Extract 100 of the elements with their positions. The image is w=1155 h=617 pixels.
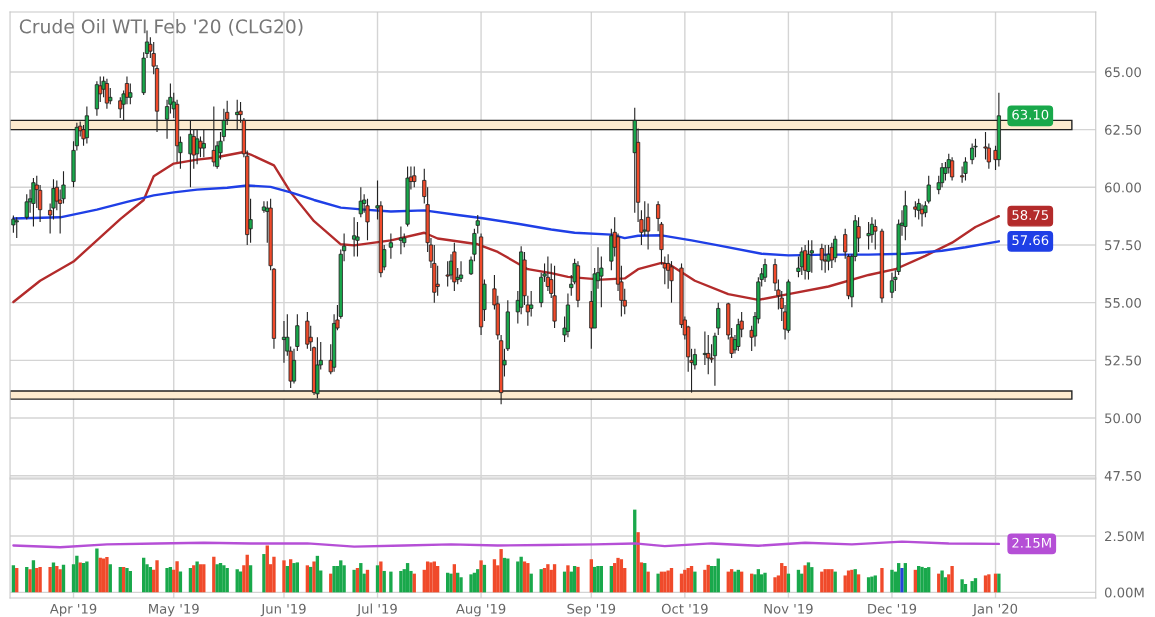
x-tick-label: Sep '19 <box>567 603 616 617</box>
y-tick-label: 65.00 <box>1105 67 1141 78</box>
x-tick-label: Jan '20 <box>972 603 1018 617</box>
candlestick <box>889 272 895 299</box>
candlestick <box>388 232 393 260</box>
candlestick <box>358 186 363 218</box>
bar <box>576 566 580 593</box>
bar <box>195 561 199 593</box>
candlestick <box>856 216 861 253</box>
bar <box>970 581 974 593</box>
candlestick <box>970 142 975 165</box>
candlestick <box>365 198 370 241</box>
candlestick <box>819 243 824 271</box>
y-tick-label: 2.50M <box>1105 531 1144 542</box>
bar <box>459 577 463 593</box>
bar <box>282 560 286 593</box>
bar <box>656 573 660 593</box>
candlestick <box>762 258 768 283</box>
bar <box>312 561 316 593</box>
bar <box>248 565 253 593</box>
bar <box>425 561 430 593</box>
x-tick-label: Apr '19 <box>49 603 97 617</box>
x-tick-label: Jul '19 <box>356 603 397 617</box>
candlestick <box>826 244 831 271</box>
bar <box>165 568 169 593</box>
bar <box>960 579 964 593</box>
bar <box>636 532 640 593</box>
bar <box>950 565 954 593</box>
bar <box>566 565 570 593</box>
candlestick <box>128 82 133 105</box>
bar <box>192 565 196 593</box>
bar <box>429 562 433 593</box>
bar <box>880 568 884 593</box>
bar <box>522 561 527 593</box>
y-tick-label: 52.50 <box>1105 355 1141 366</box>
bar <box>292 563 296 593</box>
bar <box>272 556 276 593</box>
annotation: 63.10 <box>1012 109 1049 120</box>
bar <box>773 577 777 593</box>
bar <box>95 548 99 593</box>
candlestick <box>950 156 955 181</box>
bar <box>469 574 473 593</box>
candlestick <box>903 190 908 241</box>
bar <box>175 561 179 593</box>
bar <box>846 570 851 593</box>
bar <box>295 562 300 593</box>
bar <box>75 555 79 593</box>
bar <box>262 554 266 593</box>
bar <box>997 573 1001 593</box>
bar <box>379 561 383 593</box>
bar <box>332 565 336 593</box>
bar <box>526 563 530 593</box>
bar <box>479 560 483 593</box>
candlestick <box>352 216 357 258</box>
bar <box>375 565 380 593</box>
bar <box>803 565 807 593</box>
bar <box>806 562 811 593</box>
bar <box>155 560 159 593</box>
bar <box>432 561 436 593</box>
bar <box>900 568 904 593</box>
candlestick <box>412 165 417 188</box>
bar <box>870 576 874 593</box>
bar <box>703 569 707 593</box>
bar <box>499 549 503 593</box>
candlestick <box>355 221 360 258</box>
bar <box>85 561 89 593</box>
candlestick <box>963 156 968 181</box>
candlestick <box>806 239 811 281</box>
candlestick <box>305 311 310 350</box>
candlestick <box>31 177 36 228</box>
y-tick-label: 55.00 <box>1105 297 1141 308</box>
candlestick <box>24 193 29 221</box>
bar <box>546 564 550 593</box>
bar <box>265 545 269 593</box>
candlestick <box>435 265 440 297</box>
bar <box>866 577 871 593</box>
bar <box>693 571 697 593</box>
x-tick-label: Aug '19 <box>455 603 506 617</box>
candlestick <box>823 244 828 274</box>
x-tick-label: Jun '19 <box>260 603 306 617</box>
y-tick-label: 47.50 <box>1104 470 1141 481</box>
bar <box>856 574 861 593</box>
bar <box>987 574 991 593</box>
candlestick <box>646 202 651 251</box>
x-tick-label: Dec '19 <box>868 603 917 614</box>
y-tick-label: 60.00 <box>1105 182 1141 193</box>
bar <box>31 560 36 593</box>
bar <box>873 575 877 593</box>
annotation: 2.15M <box>1012 537 1051 548</box>
candlestick <box>799 246 804 276</box>
bar <box>305 565 310 593</box>
bar <box>352 569 356 593</box>
x-tick-label: Nov '19 <box>764 603 813 614</box>
bar <box>516 561 520 593</box>
y-tick-label: 57.50 <box>1105 240 1141 251</box>
bar <box>519 556 523 593</box>
x-tick-label: Oct '19 <box>661 603 708 614</box>
bar <box>11 565 16 593</box>
y-tick-label: 50.00 <box>1105 413 1141 424</box>
y-tick-label: 62.50 <box>1105 124 1141 135</box>
